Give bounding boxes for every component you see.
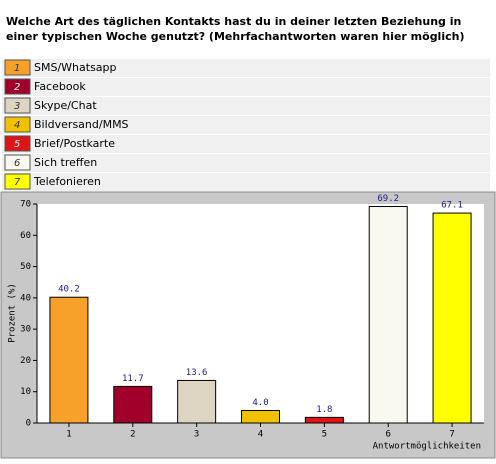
legend-label: Bildversand/MMS [34,118,129,131]
bar [432,212,472,424]
bar [113,385,153,424]
value-label: 11.7 [122,374,144,384]
value-label: 69.2 [377,194,399,204]
legend-row [2,135,490,153]
y-axis-label: Prozent (%) [8,283,18,343]
bar [177,379,217,424]
bar [368,206,408,424]
y-tick-label: 60 [20,231,31,241]
legend-number: 7 [14,177,21,188]
legend-swatch [4,78,31,95]
legend-number: 1 [14,63,20,74]
value-label: 67.1 [441,201,463,211]
legend: 1 SMS/Whatsapp 2 Facebook 3 Skype/Chat 4 Bildve… [2,59,490,191]
legend-label: Telefonieren [33,175,101,188]
legend-row [2,97,490,115]
value-label: 40.2 [58,285,80,295]
legend-label: SMS/Whatsapp [34,61,117,74]
x-tick-label: 1 [66,430,71,440]
bar [304,416,344,424]
legend-number: 2 [14,82,20,93]
legend-label: Sich treffen [34,156,97,169]
legend-swatch [4,116,31,133]
legend-row [2,116,490,134]
legend-number: 3 [14,101,20,112]
x-tick-label: 4 [258,430,263,440]
legend-swatch [4,173,31,190]
y-tick-label: 20 [20,356,31,366]
value-label: 13.6 [186,368,208,378]
legend-swatch [4,154,31,171]
legend-label: Brief/Postkarte [34,137,115,150]
y-tick-label: 10 [20,387,31,397]
y-tick-label: 30 [20,325,31,335]
x-tick-label: 7 [449,430,454,440]
x-tick-label: 3 [194,430,199,440]
legend-swatch [4,59,31,76]
plot-area [37,204,484,423]
legend-number: 4 [14,120,20,131]
y-tick-label: 40 [20,293,31,303]
legend-row [2,173,490,191]
legend-swatch [4,135,31,152]
y-tick-label: 0 [26,419,31,429]
legend-row [2,154,490,172]
legend-number: 5 [14,139,20,150]
legend-label: Skype/Chat [34,99,97,112]
question-box: Welche Art des täglichen Kontakts hast d… [6,15,465,43]
legend-row [2,78,490,96]
chart: 0 10 20 30 40 50 60 70 1 40.2 2 11.7 3 13.6 4 4.0 5 1.8 6 6… [20,194,484,440]
x-tick-label: 2 [130,430,135,440]
x-tick-label: 5 [322,430,327,440]
bar [49,296,89,424]
legend-row [2,59,490,77]
legend-number: 6 [14,158,20,169]
x-tick-label: 6 [386,430,391,440]
legend-label: Facebook [34,80,86,93]
x-axis-label: Antwortmöglichkeiten [373,442,481,452]
y-tick-label: 70 [20,200,31,210]
value-label: 1.8 [316,405,332,415]
value-label: 4.0 [252,398,268,408]
y-tick-label: 50 [20,262,31,272]
bar [241,409,280,424]
legend-swatch [4,97,31,114]
question-title: Welche Art des täglichen Kontakts hast d… [6,15,465,43]
